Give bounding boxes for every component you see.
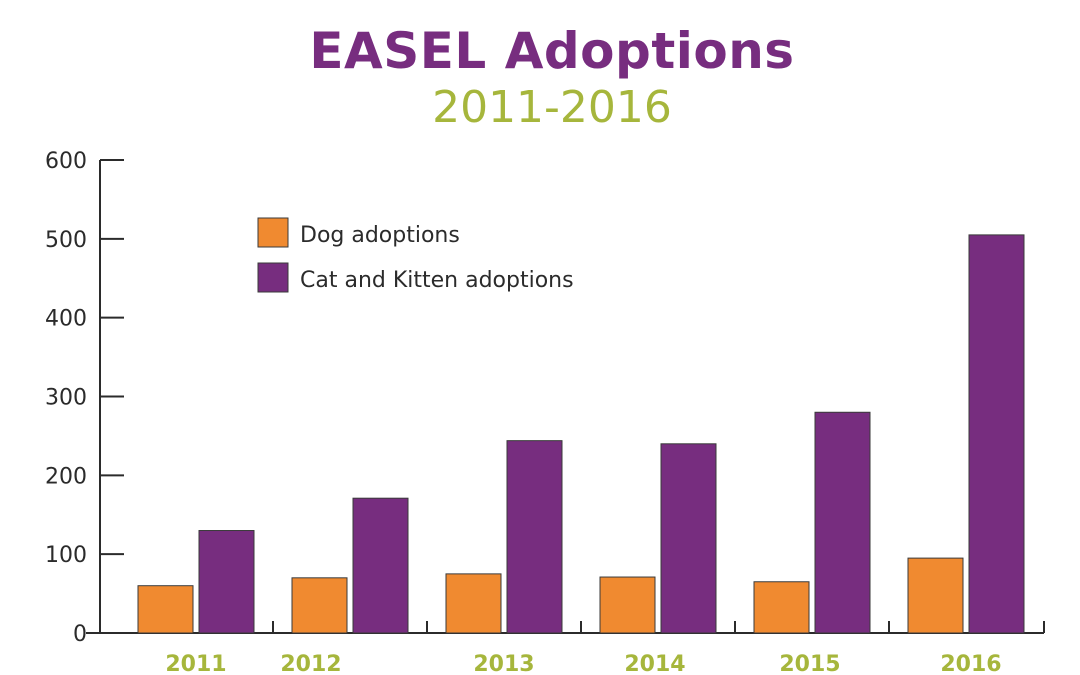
legend-swatch-dog (257, 217, 289, 248)
x-tick-label: 2016 (940, 652, 1001, 675)
bars (137, 234, 1025, 634)
y-tick-label: 500 (45, 228, 87, 253)
bar-cat-2015 (814, 411, 871, 634)
bar-cat-2013 (506, 440, 563, 634)
x-tick-label: 2011 (165, 652, 226, 675)
x-tick-label: 2012 (280, 652, 341, 675)
legend-label-cat: Cat and Kitten adoptions (300, 268, 574, 293)
legend: Dog adoptions Cat and Kitten adoptions (257, 217, 574, 293)
chart-title: EASEL Adoptions (309, 22, 794, 80)
legend-swatch-cat (257, 262, 289, 293)
bar-cat-2014 (660, 443, 717, 634)
x-tick-label: 2013 (473, 652, 534, 675)
y-tick-label: 600 (45, 149, 87, 174)
x-tick-labels: 2011 2012 2013 2014 2015 2016 (165, 652, 1001, 675)
bar-cat-2016 (968, 234, 1025, 634)
bar-dog-2011 (137, 585, 194, 634)
y-tick-label: 200 (45, 464, 87, 489)
bar-dog-2013 (445, 573, 502, 634)
y-tick-label: 400 (45, 307, 87, 332)
bar-dog-2012 (291, 577, 348, 634)
chart-subtitle: 2011-2016 (432, 82, 672, 133)
y-tick-label: 0 (73, 622, 87, 647)
bar-dog-2016 (907, 557, 964, 634)
bar-cat-2011 (198, 530, 255, 634)
x-tick-label: 2015 (779, 652, 840, 675)
bar-dog-2014 (599, 576, 656, 634)
x-tick-label: 2014 (624, 652, 685, 675)
y-tick-label: 100 (45, 543, 87, 568)
bar-cat-2012 (352, 497, 409, 634)
legend-label-dog: Dog adoptions (300, 223, 460, 248)
bar-dog-2015 (753, 581, 810, 634)
y-axis: 0 100 200 300 400 500 600 (45, 149, 124, 647)
y-tick-label: 300 (45, 386, 87, 411)
